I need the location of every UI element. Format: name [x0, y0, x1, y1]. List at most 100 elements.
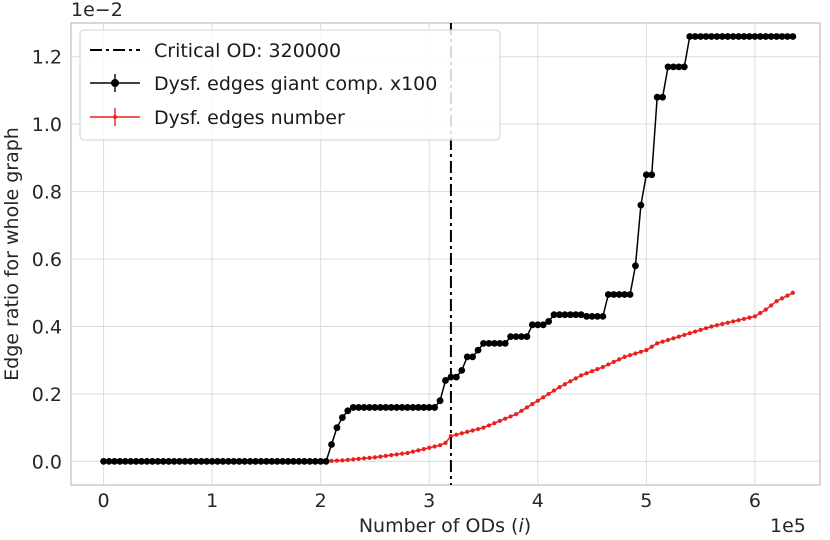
red-data-point: [356, 456, 361, 461]
y-axis-title: Edge ratio for whole graph: [1, 127, 23, 381]
black-data-point: [132, 457, 140, 465]
red-data-point: [741, 316, 747, 322]
black-data-point: [767, 33, 775, 40]
black-data-point: [713, 33, 721, 40]
red-data-point: [790, 290, 795, 295]
red-data-point: [731, 319, 736, 324]
black-data-point: [599, 312, 607, 320]
y-tick-label: 0.4: [32, 317, 62, 339]
y-tick-label: 0.0: [32, 451, 62, 473]
black-data-point: [789, 33, 797, 40]
black-data-point: [545, 318, 553, 325]
black-data-point: [382, 404, 390, 411]
red-data-point: [600, 364, 605, 370]
red-data-point: [649, 344, 654, 349]
black-data-point: [653, 93, 661, 101]
black-data-point: [252, 457, 259, 465]
black-data-point: [469, 353, 477, 361]
black-data-point: [311, 457, 319, 465]
red-data-point: [378, 454, 383, 459]
black-data-point: [420, 404, 428, 411]
black-data-point: [675, 63, 683, 71]
y-tick-label: 0.2: [32, 384, 62, 406]
black-data-point: [425, 404, 433, 411]
black-data-point: [273, 457, 281, 465]
black-data-point: [138, 457, 145, 465]
red-data-point: [611, 359, 616, 365]
red-data-point: [383, 453, 388, 458]
red-data-point: [503, 416, 508, 421]
black-data-point: [756, 33, 764, 40]
black-data-point: [197, 457, 205, 465]
black-data-point: [566, 311, 574, 319]
black-data-point: [523, 333, 531, 341]
black-data-point: [485, 339, 493, 347]
red-data-point: [367, 455, 372, 460]
x-tick-label: 4: [532, 490, 544, 512]
red-data-point: [524, 405, 530, 410]
red-data-point: [465, 429, 470, 434]
black-data-point: [409, 404, 417, 411]
black-data-point: [594, 312, 601, 320]
black-data-point: [159, 457, 167, 465]
red-data-point: [785, 293, 790, 298]
red-data-point: [530, 401, 535, 407]
black-data-point: [284, 457, 292, 465]
black-data-point: [143, 457, 151, 465]
black-data-point: [322, 457, 330, 465]
red-data-point: [389, 453, 394, 458]
red-data-point: [329, 458, 334, 463]
y-tick-label: 0.8: [32, 182, 62, 204]
black-data-point: [121, 457, 129, 465]
red-data-point: [638, 349, 643, 354]
red-data-point: [568, 379, 573, 384]
red-data-point: [671, 336, 676, 341]
red-data-point: [627, 353, 633, 358]
red-data-point: [535, 398, 540, 403]
black-data-point: [105, 457, 113, 465]
black-data-point: [366, 404, 373, 411]
black-data-point: [501, 339, 509, 347]
black-data-point: [632, 262, 639, 270]
black-data-point: [154, 457, 162, 465]
black-data-point: [100, 457, 107, 465]
red-data-point: [459, 431, 464, 436]
red-data-point: [562, 382, 568, 387]
black-data-point: [621, 291, 629, 298]
red-data-point: [747, 315, 752, 320]
black-data-point: [306, 457, 314, 465]
red-data-point: [665, 337, 671, 343]
series-dysf-edges-giant-comp: [100, 33, 797, 465]
red-data-point: [606, 362, 611, 367]
red-data-point: [351, 457, 356, 462]
black-data-point: [615, 291, 623, 298]
red-data-point: [687, 331, 692, 336]
black-data-point: [490, 339, 498, 347]
black-data-point: [534, 321, 542, 329]
black-data-point: [111, 457, 118, 465]
legend-red-label: Dysf. edges number: [154, 107, 345, 129]
black-data-point: [539, 321, 547, 329]
black-data-point: [610, 291, 618, 298]
x-tick-label: 2: [315, 490, 327, 512]
red-data-point: [633, 351, 638, 356]
black-data-point: [208, 457, 216, 465]
x-tick-label: 6: [749, 490, 761, 512]
black-data-point: [393, 404, 401, 411]
black-data-point: [338, 414, 346, 421]
black-data-point: [664, 63, 672, 71]
black-data-point: [659, 93, 667, 101]
red-data-point: [595, 366, 600, 372]
x-axis-title: Number of ODs (i): [359, 515, 531, 537]
red-data-point: [513, 412, 519, 417]
black-data-point: [452, 373, 460, 381]
red-data-point: [660, 339, 665, 344]
red-data-point: [421, 446, 426, 452]
red-data-point: [475, 426, 481, 432]
black-data-point: [746, 33, 753, 40]
x-tick-label: 3: [423, 490, 435, 512]
black-data-point: [604, 291, 612, 298]
red-data-point: [736, 318, 741, 323]
black-data-point: [116, 457, 124, 465]
